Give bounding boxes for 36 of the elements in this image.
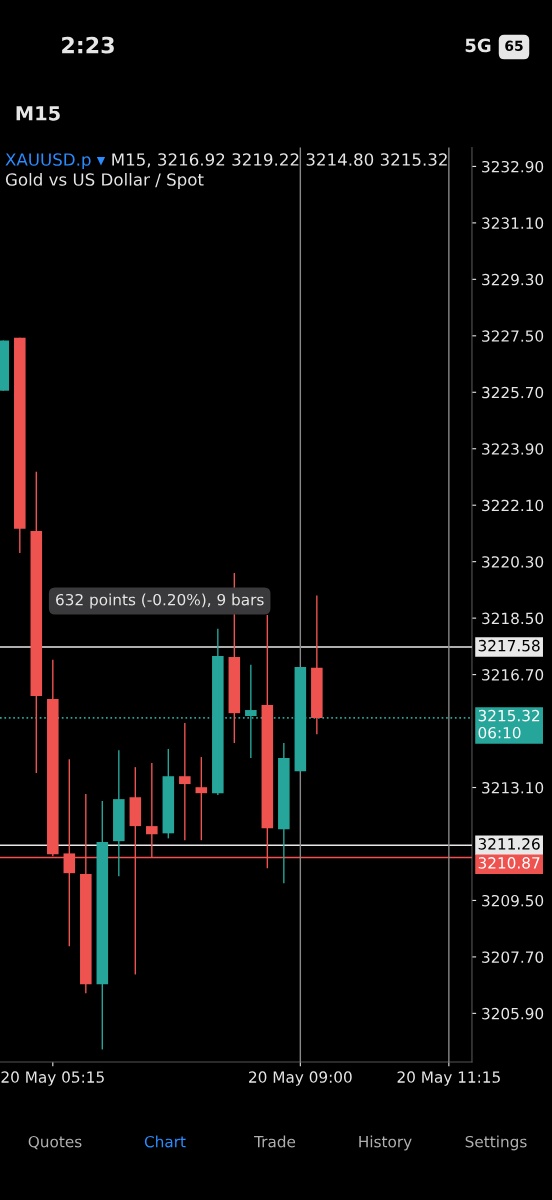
text: 2:23 — [62, 36, 114, 54]
text: 65 — [505, 40, 523, 52]
candlestick — [179, 722, 191, 841]
y-tick-label: 3220.30 — [482, 556, 544, 568]
y-tick-label: 3225.70 — [482, 386, 544, 399]
y-tick-label: 3223.90 — [482, 443, 544, 455]
x-tick-label: 20 May 11:15 — [397, 1071, 500, 1086]
text: M15 — [16, 106, 60, 121]
chart-subtitle: M15, 3216.92 3219.22 3214.80 3215.32 — [112, 153, 447, 168]
ref-line-label: 3215.32 06:10 — [478, 709, 540, 739]
y-tick-label: 3222.10 — [482, 499, 544, 512]
y-tick-label: 3209.50 — [482, 894, 544, 907]
y-tick-label: 3207.70 — [482, 951, 544, 963]
x-tick-label: 20 May 09:00 — [249, 1071, 352, 1086]
text: History — [359, 1135, 412, 1151]
y-tick-label: 3227.50 — [482, 330, 544, 342]
candlestick — [195, 756, 208, 841]
ref-line-label: 3210.87 — [478, 857, 540, 869]
y-tick-label: 3216.70 — [482, 669, 544, 681]
annotation: 632 points (-0.20%), 9 bars — [56, 593, 264, 609]
x-tick-label: 20 May 05:15 — [1, 1071, 104, 1086]
text: Settings — [465, 1135, 527, 1151]
text: Chart — [144, 1135, 186, 1148]
y-tick-label: 3231.10 — [482, 217, 544, 229]
y-tick-label: 3218.50 — [482, 612, 544, 625]
ref-line-label: 3211.26 — [478, 838, 540, 850]
y-tick-label: 3213.10 — [482, 781, 544, 794]
chart-title: XAUUSD.p ▾ — [5, 153, 106, 170]
y-tick-label: 3232.90 — [482, 160, 544, 173]
text: Trade — [254, 1135, 296, 1148]
text: Quotes — [28, 1135, 82, 1150]
ref-line-label: 3217.58 — [478, 639, 540, 652]
text: 5G — [465, 38, 491, 53]
y-tick-label: 3229.30 — [482, 273, 544, 286]
y-tick-label: 3205.90 — [482, 1007, 544, 1020]
annotation: Gold vs US Dollar / Spot — [5, 172, 204, 190]
